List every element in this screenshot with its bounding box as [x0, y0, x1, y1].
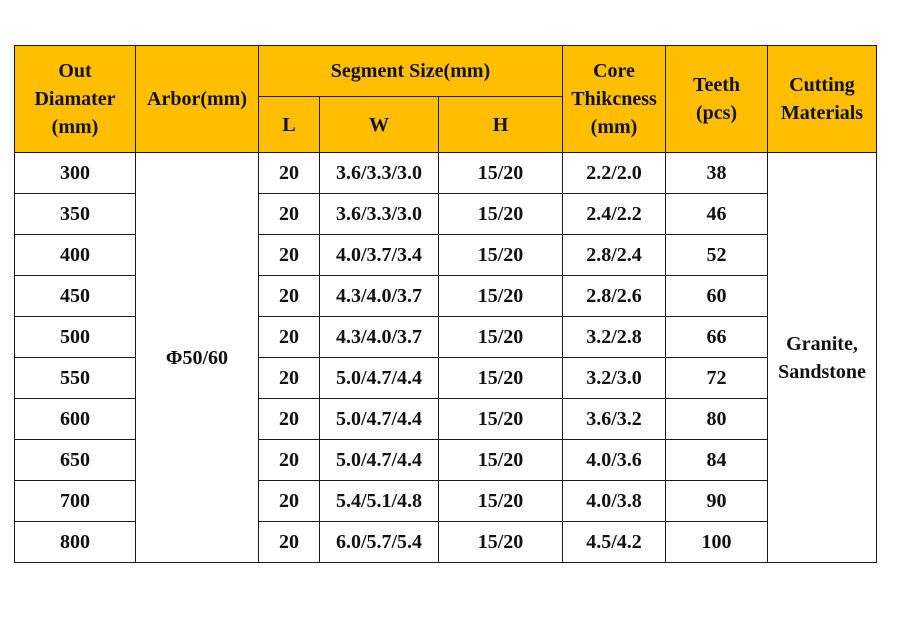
header-cutting-materials: Cutting Materials — [767, 45, 877, 153]
header-row-top: Out Diamater (mm) Arbor(mm) Segment Size… — [14, 45, 877, 153]
cell-core: 4.5/4.2 — [562, 521, 666, 563]
header-out-diameter: Out Diamater (mm) — [14, 45, 136, 153]
cell-w: 3.6/3.3/3.0 — [319, 193, 439, 235]
table-row: 300 Φ50/60 20 3.6/3.3/3.0 15/20 2.2/2.0 … — [14, 152, 877, 563]
cell-l: 20 — [258, 439, 320, 481]
cell-w: 5.0/4.7/4.4 — [319, 439, 439, 481]
cell-diameter: 500 — [14, 316, 136, 358]
cell-diameter: 650 — [14, 439, 136, 481]
cell-l: 20 — [258, 480, 320, 522]
cell-teeth: 66 — [665, 316, 768, 358]
cell-core: 2.8/2.4 — [562, 234, 666, 276]
cell-core: 2.2/2.0 — [562, 152, 666, 194]
cell-diameter: 550 — [14, 357, 136, 399]
cell-diameter: 600 — [14, 398, 136, 440]
cell-h: 15/20 — [438, 275, 563, 317]
cell-cutting-materials: Granite, Sandstone — [767, 152, 877, 563]
header-out-diameter-line3: (mm) — [51, 116, 99, 138]
cell-h: 15/20 — [438, 480, 563, 522]
cell-diameter: 300 — [14, 152, 136, 194]
header-teeth-line1: Teeth — [692, 74, 741, 96]
cell-teeth: 90 — [665, 480, 768, 522]
header-out-diameter-line2: Diamater — [34, 88, 116, 110]
table-row: 650 20 5.0/4.7/4.4 15/20 4.0/3.6 84 — [14, 439, 877, 481]
header-teeth: Teeth (pcs) — [665, 45, 768, 153]
cell-h: 15/20 — [438, 398, 563, 440]
table-row: 450 20 4.3/4.0/3.7 15/20 2.8/2.6 60 — [14, 275, 877, 317]
table-row: 400 20 4.0/3.7/3.4 15/20 2.8/2.4 52 — [14, 234, 877, 276]
cell-diameter: 800 — [14, 521, 136, 563]
table-row: 600 20 5.0/4.7/4.4 15/20 3.6/3.2 80 — [14, 398, 877, 440]
cell-l: 20 — [258, 193, 320, 235]
header-arbor: Arbor(mm) — [135, 45, 259, 153]
cell-l: 20 — [258, 521, 320, 563]
header-teeth-line2: (pcs) — [695, 102, 738, 124]
cell-teeth: 52 — [665, 234, 768, 276]
header-core-thickness: Core Thikcness (mm) — [562, 45, 666, 153]
header-segment-h: H — [438, 96, 563, 153]
cell-l: 20 — [258, 275, 320, 317]
cell-h: 15/20 — [438, 234, 563, 276]
cell-teeth: 38 — [665, 152, 768, 194]
cell-core: 2.8/2.6 — [562, 275, 666, 317]
cutting-material-line2: Sandstone — [778, 360, 866, 383]
cell-core: 4.0/3.8 — [562, 480, 666, 522]
header-segment-w: W — [319, 96, 439, 153]
cell-w: 4.3/4.0/3.7 — [319, 275, 439, 317]
cell-w: 4.0/3.7/3.4 — [319, 234, 439, 276]
cutting-material-line1: Granite, — [786, 332, 858, 355]
cell-l: 20 — [258, 357, 320, 399]
cell-l: 20 — [258, 316, 320, 358]
cell-arbor: Φ50/60 — [135, 152, 259, 563]
cell-diameter: 350 — [14, 193, 136, 235]
header-core-line1: Core — [593, 60, 635, 82]
header-core-line2: Thikcness — [571, 88, 657, 110]
cell-h: 15/20 — [438, 439, 563, 481]
cell-diameter: 450 — [14, 275, 136, 317]
cell-l: 20 — [258, 234, 320, 276]
cell-h: 15/20 — [438, 357, 563, 399]
cell-w: 5.4/5.1/4.8 — [319, 480, 439, 522]
header-out-diameter-line1: Out — [58, 60, 92, 82]
cell-diameter: 700 — [14, 480, 136, 522]
table-row: 500 20 4.3/4.0/3.7 15/20 3.2/2.8 66 — [14, 316, 877, 358]
cell-teeth: 72 — [665, 357, 768, 399]
cell-teeth: 80 — [665, 398, 768, 440]
header-cutting-line2: Materials — [780, 102, 864, 124]
cell-w: 5.0/4.7/4.4 — [319, 357, 439, 399]
saw-blade-spec-table: Out Diamater (mm) Arbor(mm) Segment Size… — [14, 45, 877, 563]
cell-h: 15/20 — [438, 152, 563, 194]
cell-core: 2.4/2.2 — [562, 193, 666, 235]
header-row-sub: L W H — [15, 96, 877, 153]
cell-teeth: 60 — [665, 275, 768, 317]
cell-core: 3.2/3.0 — [562, 357, 666, 399]
cell-w: 6.0/5.7/5.4 — [319, 521, 439, 563]
table-row: 350 20 3.6/3.3/3.0 15/20 2.4/2.2 46 — [14, 193, 877, 235]
cell-l: 20 — [258, 398, 320, 440]
cell-w: 5.0/4.7/4.4 — [319, 398, 439, 440]
header-segment-l: L — [258, 96, 320, 153]
cell-core: 4.0/3.6 — [562, 439, 666, 481]
cell-core: 3.6/3.2 — [562, 398, 666, 440]
cell-core: 3.2/2.8 — [562, 316, 666, 358]
cell-teeth: 100 — [665, 521, 768, 563]
cell-teeth: 84 — [665, 439, 768, 481]
cell-h: 15/20 — [438, 316, 563, 358]
cell-w: 4.3/4.0/3.7 — [319, 316, 439, 358]
cell-h: 15/20 — [438, 521, 563, 563]
cell-h: 15/20 — [438, 193, 563, 235]
table-row: 800 20 6.0/5.7/5.4 15/20 4.5/4.2 100 — [14, 521, 877, 563]
cell-teeth: 46 — [665, 193, 768, 235]
cell-diameter: 400 — [14, 234, 136, 276]
header-segment-size: Segment Size(mm) — [258, 45, 563, 97]
header-core-line3: (mm) — [590, 116, 638, 138]
header-cutting-line1: Cutting — [789, 74, 855, 96]
cell-w: 3.6/3.3/3.0 — [319, 152, 439, 194]
cell-l: 20 — [258, 152, 320, 194]
